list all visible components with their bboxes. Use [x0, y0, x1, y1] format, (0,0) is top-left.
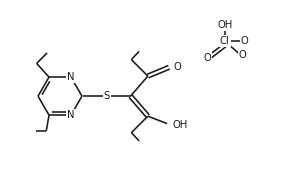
Text: O: O	[174, 62, 182, 72]
Text: O: O	[241, 36, 248, 46]
Text: S: S	[103, 91, 110, 101]
Text: O: O	[239, 51, 246, 60]
Text: OH: OH	[173, 120, 188, 130]
Text: Cl: Cl	[220, 36, 230, 46]
Text: O: O	[203, 53, 211, 63]
Text: OH: OH	[217, 20, 232, 30]
Text: N: N	[67, 72, 75, 82]
Text: N: N	[67, 110, 75, 120]
